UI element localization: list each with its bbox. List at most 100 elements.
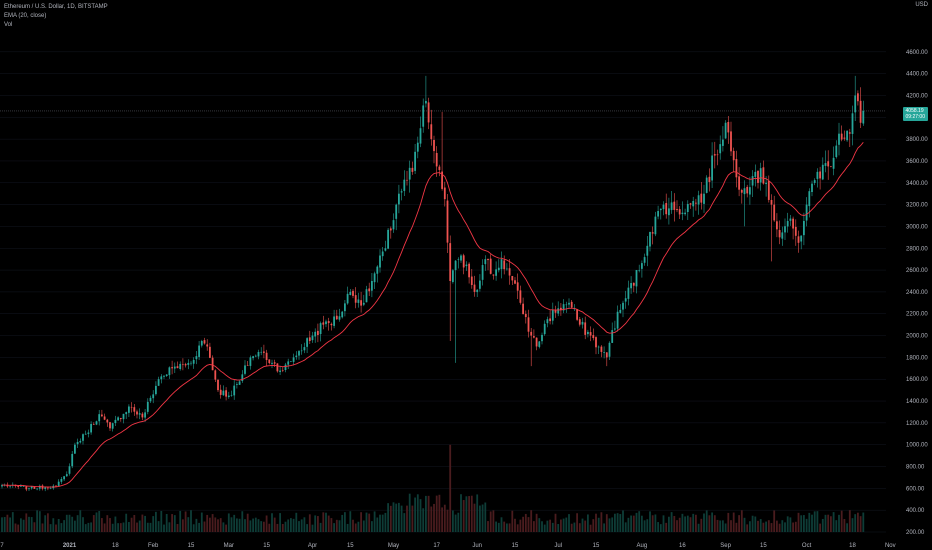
volume-bar [670,512,673,532]
volume-bar [249,520,252,532]
candle-body [762,167,765,184]
volume-bar [622,510,624,532]
volume-bar [263,521,265,532]
volume-bar [549,519,551,532]
symbol-title[interactable]: Ethereum / U.S. Dollar, 1D, BITSTAMP [4,4,108,10]
volume-bar [298,521,300,532]
volume-bar [173,515,176,532]
volume-bar [276,523,279,532]
price-tick-label: 1000.00 [906,443,928,449]
volume-bar [584,520,587,532]
volume-bar [317,516,319,532]
volume-bar [851,518,854,532]
candle-body [200,341,203,346]
volume-bar [254,517,257,532]
candle-body [192,359,195,364]
currency-label[interactable]: USD [915,2,928,8]
volume-bar [335,519,338,532]
volume-bar [530,510,533,532]
volume-bar [705,510,708,532]
volume-bar [74,520,76,532]
candle-body [411,167,414,172]
price-tick-label: 1200.00 [906,421,928,427]
volume-bar [581,518,584,532]
candle-body [638,270,641,271]
volume-bar [681,513,684,532]
volume-bar [171,514,173,532]
volume-bar [425,495,427,532]
candle-body [492,274,495,276]
candle-body [176,366,179,369]
volume-bar [400,505,403,532]
candle-body [60,479,63,482]
candle-body [349,291,352,295]
volume-bar [360,512,362,532]
volume-bar [44,515,47,532]
volume-bar [241,511,244,532]
price-axis[interactable]: 200.00 400.00 600.00 800.00 1000.00 1200.00 14… [906,50,928,536]
volume-bar [838,514,840,532]
candle-body [603,352,605,353]
candle-body [227,395,230,398]
candle-body [381,251,384,257]
candle-body [152,394,155,399]
volume-bar [678,517,681,532]
volume-bar [20,518,22,532]
volume-bar [770,523,773,532]
candle-body [49,488,52,489]
ema-legend[interactable]: EMA (20, close) [4,13,47,19]
candle-body [489,258,492,274]
candle-body [416,142,419,152]
candle-body [697,195,700,205]
volume-bar [28,516,30,532]
candle-body [346,293,349,304]
volume-bar [859,516,862,532]
volume-bar [217,519,219,532]
candle-body [30,486,33,489]
volume-bar [109,518,111,532]
candle-body [198,345,200,357]
candle-body [171,367,173,369]
candle-body [287,361,290,365]
candle-body [398,193,400,205]
candle-body [827,161,830,167]
volume-bar [117,523,119,532]
candle-body [438,166,441,171]
candle-body [141,413,144,418]
volume-bar [533,521,535,532]
volume-bar [338,520,341,532]
ema-line [2,142,864,488]
volume-bar [133,515,136,532]
volume-bar [184,511,187,532]
candle-body [624,298,627,302]
volume-bar [503,521,506,532]
volume-bar [165,513,168,532]
candle-body [125,412,128,415]
candle-body [767,181,770,200]
candle-body [84,433,87,435]
candle-body [33,486,36,489]
volume-legend[interactable]: Vol [4,22,13,28]
volume-bar [200,512,203,532]
candle-body [314,331,317,337]
candle-body [101,414,103,417]
volume-bar [41,523,44,532]
volume-bar [789,517,792,532]
candle-body [249,357,252,366]
candle-body [549,318,551,322]
price-tick-label: 400.00 [906,508,925,514]
volume-bar [98,511,101,532]
volume-bar [792,522,794,532]
volume-bar [138,520,141,532]
candle-body [443,187,446,200]
candle-body [524,313,527,318]
candle-body [765,182,767,184]
candle-body [55,485,57,487]
volume-bar [557,524,560,532]
candle-body [506,268,508,270]
candle-body [333,316,335,326]
volume-bar [470,495,473,532]
time-axis[interactable]: 7 2021 18 Feb 15 Mar 15 Apr 15 May 17 Jun 15 Jul 15 Aug… [0,543,895,549]
candle-body [165,374,168,376]
